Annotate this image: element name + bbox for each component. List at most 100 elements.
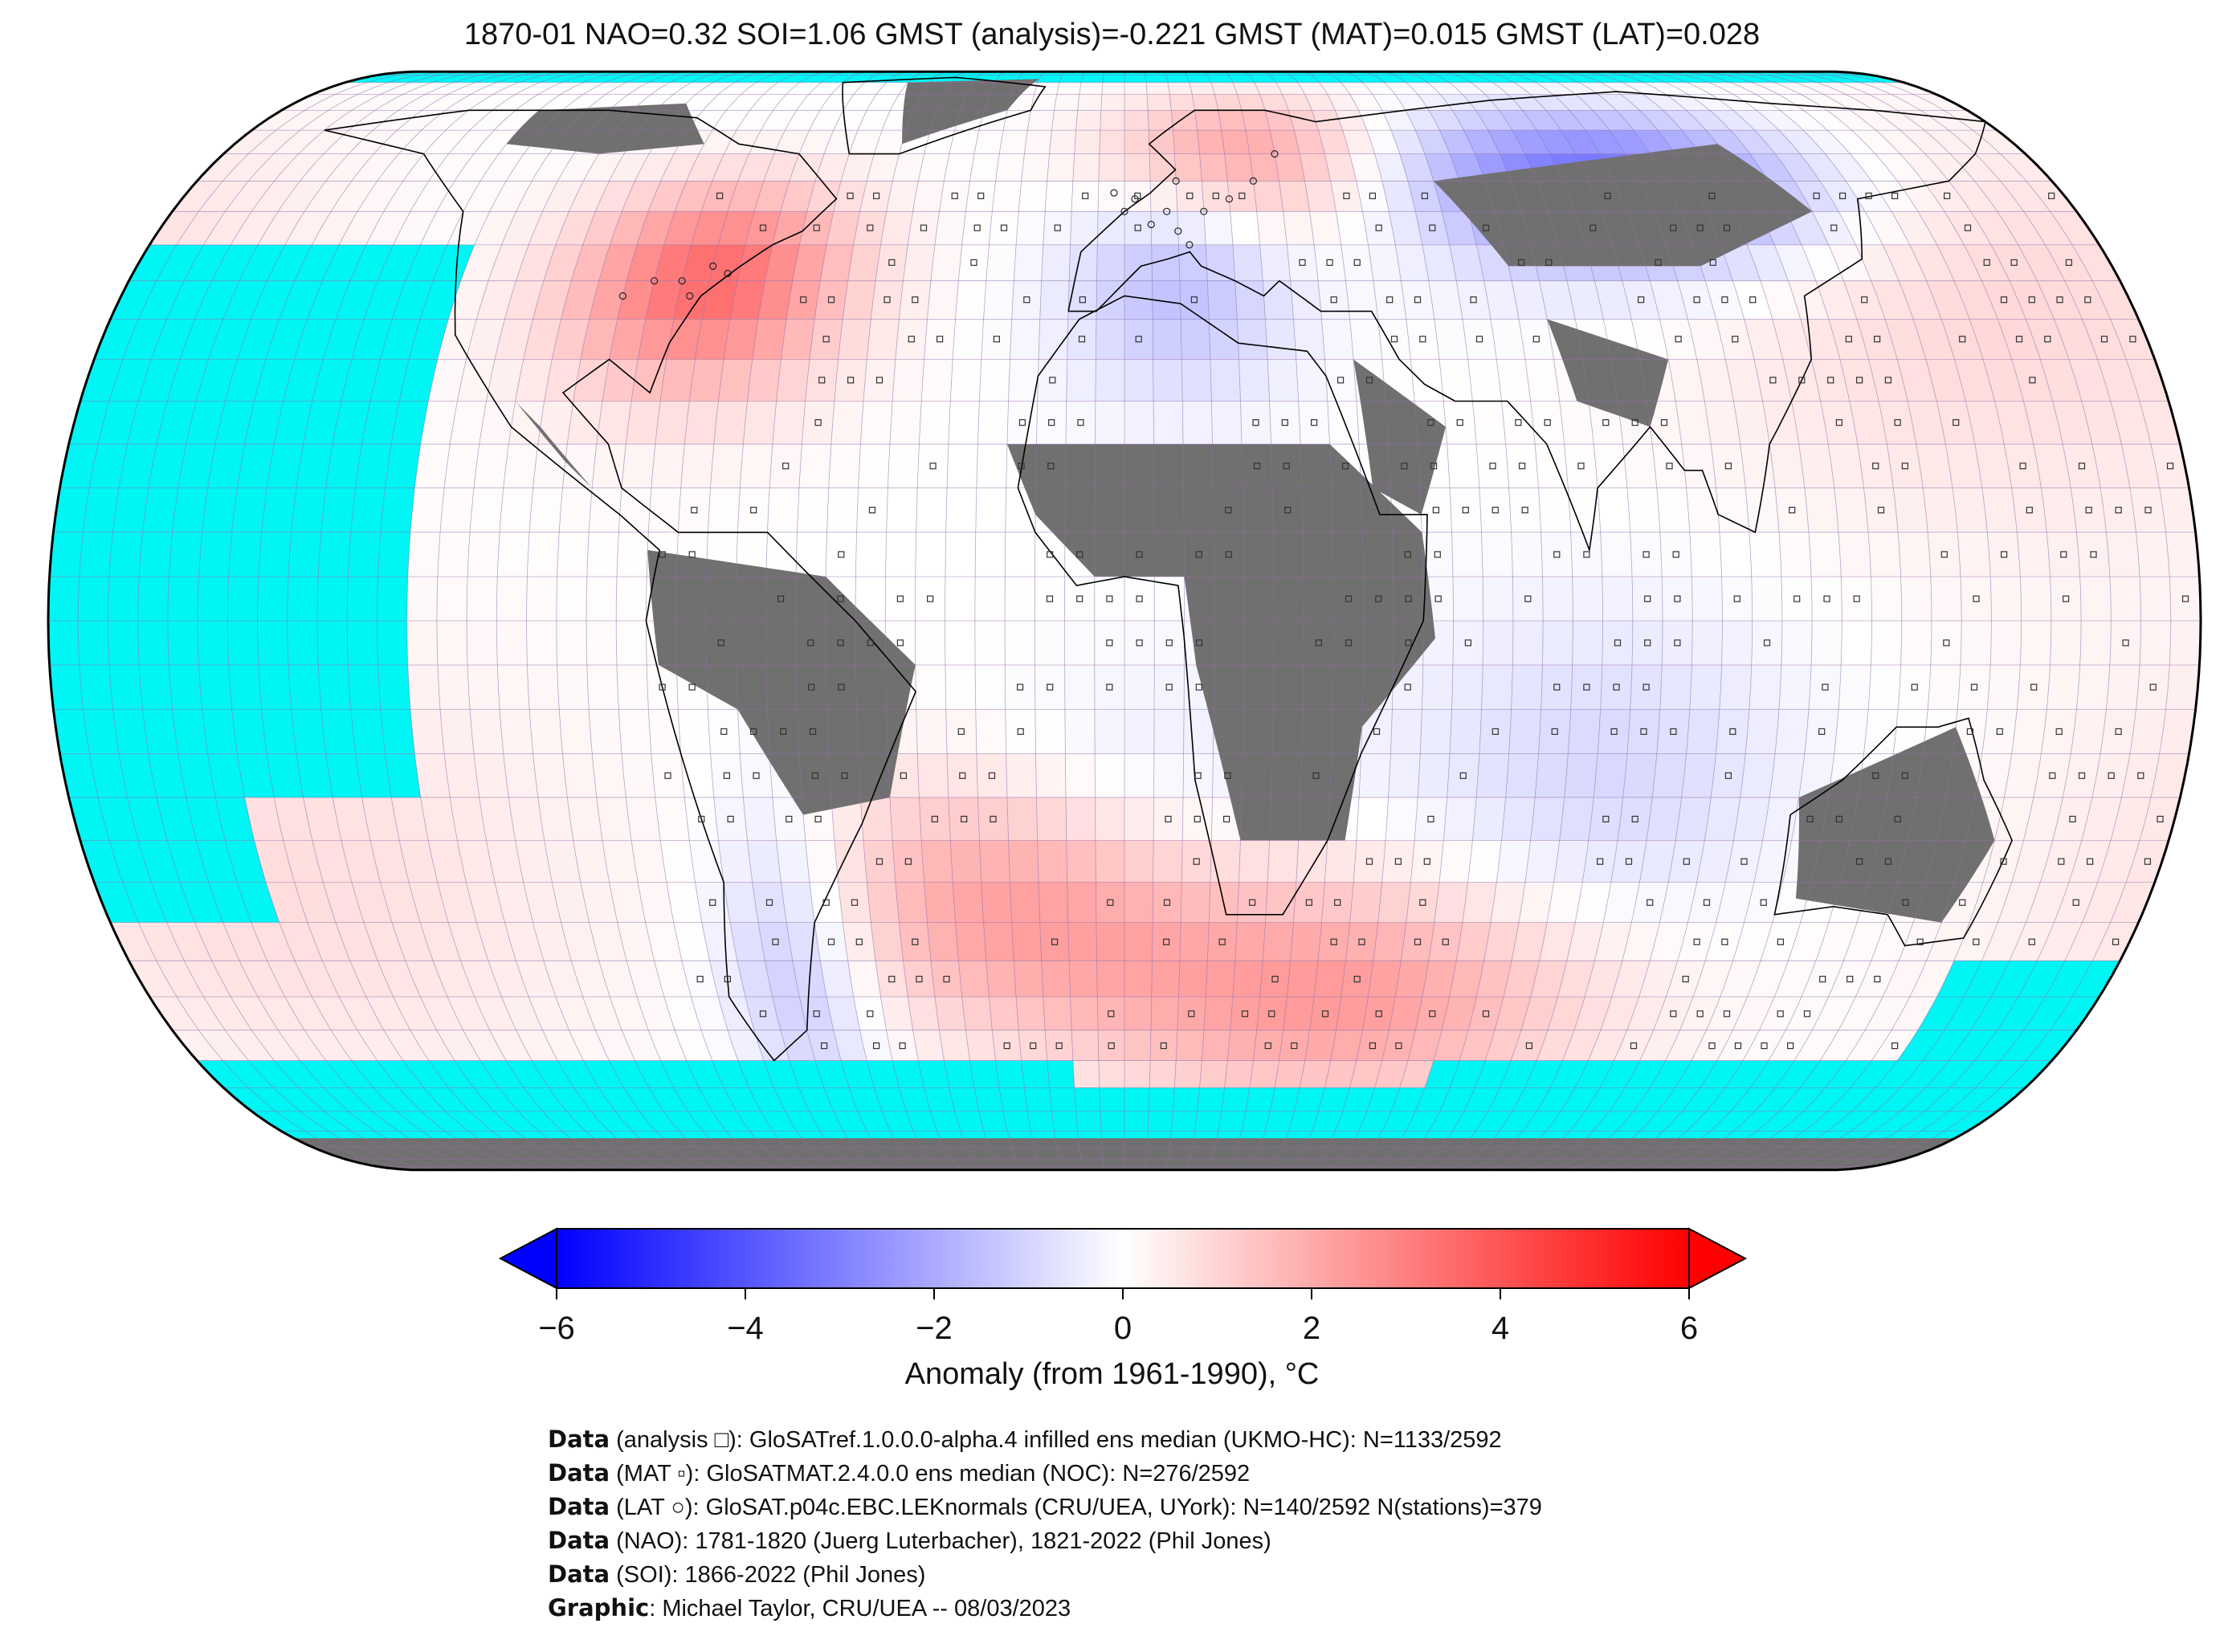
grid-cell — [1512, 130, 1550, 154]
grid-cell — [1725, 359, 1763, 402]
grid-cell — [1452, 577, 1483, 621]
grid-cell — [1512, 577, 1544, 621]
grid-cell — [1602, 577, 1633, 621]
grid-cell — [1798, 444, 1834, 488]
grid-cell — [503, 444, 538, 488]
grid-cell — [2009, 280, 2055, 320]
credit-bold: Data — [548, 1426, 610, 1453]
grid-cell — [1838, 997, 1883, 1030]
grid-cell — [492, 94, 539, 111]
grid-cell — [616, 577, 647, 621]
grid-cell — [616, 621, 647, 665]
grid-cell — [631, 840, 667, 883]
grid-cell — [1021, 153, 1050, 182]
grid-cell — [428, 359, 467, 402]
grid-cell — [945, 664, 976, 710]
grid-cell — [745, 211, 781, 245]
grid-cell — [445, 94, 493, 111]
obs-square-marker — [888, 975, 896, 983]
grid-cell — [1330, 181, 1363, 212]
grid-cell — [2011, 359, 2053, 402]
grid-cell — [655, 401, 690, 445]
grid-cell — [1883, 244, 1927, 281]
grid-cell — [712, 110, 750, 131]
grid-cell — [1600, 997, 1639, 1030]
grid-cell — [1359, 753, 1391, 797]
grid-cell — [589, 280, 627, 320]
grid-cell — [1024, 130, 1052, 154]
grid-cell — [1447, 444, 1479, 488]
grid-cell — [1036, 401, 1067, 445]
grid-cell — [1511, 1030, 1548, 1061]
obs-square-marker — [867, 639, 874, 647]
grid-cell — [2076, 664, 2110, 710]
grid-cell — [1253, 181, 1283, 212]
grid-cell — [557, 532, 590, 577]
grid-cell — [912, 1030, 945, 1061]
grid-cell — [436, 577, 468, 621]
grid-cell — [1909, 244, 1954, 281]
grid-cell — [303, 797, 341, 841]
grid-cell — [889, 401, 922, 445]
grid-cell — [1716, 319, 1754, 360]
obs-square-marker — [814, 418, 822, 426]
grid-cell — [537, 797, 573, 841]
grid-cell — [635, 153, 675, 182]
grid-cell — [1438, 840, 1473, 883]
grid-cell — [1476, 444, 1509, 488]
obs-square-marker — [904, 858, 912, 865]
grid-cell — [2037, 280, 2083, 320]
credit-text: (SOI): 1866-2022 (Phil Jones) — [610, 1562, 926, 1588]
grid-cell — [1045, 1030, 1073, 1061]
grid-cell — [1598, 487, 1630, 532]
grid-cell — [1211, 401, 1243, 445]
grid-cell — [1716, 1030, 1760, 1061]
grid-cell — [1034, 82, 1060, 95]
obs-square-marker — [717, 639, 724, 647]
grid-cell — [729, 922, 765, 961]
credit-bold: Graphic — [548, 1594, 650, 1621]
grid-cell — [1094, 664, 1124, 710]
grid-cell — [1124, 753, 1154, 797]
grid-cell — [1353, 840, 1386, 883]
grid-cell — [773, 94, 809, 111]
grid-cell — [689, 359, 724, 402]
grid-cell — [1925, 153, 1975, 182]
grid-cell — [1199, 153, 1228, 182]
grid-cell — [398, 130, 446, 154]
grid-cell — [557, 664, 590, 710]
obs-square-marker — [782, 463, 790, 470]
grid-cell — [622, 444, 655, 488]
grid-cell — [1203, 211, 1233, 245]
grid-cell — [223, 130, 276, 154]
grid-cell — [651, 82, 692, 95]
coastline — [842, 76, 1047, 155]
grid-cell — [609, 882, 646, 923]
grid-cell — [1218, 110, 1246, 131]
obs-square-marker — [807, 639, 814, 647]
grid-cell — [1721, 621, 1753, 665]
land-missing-polygon — [1795, 727, 1995, 923]
grid-cell — [1274, 153, 1305, 182]
grid-cell — [562, 94, 606, 111]
grid-cell — [1476, 753, 1509, 797]
grid-cell — [184, 961, 231, 997]
grid-cell — [1677, 922, 1716, 961]
grid-cell — [538, 82, 584, 95]
grid-cell — [1620, 94, 1663, 111]
grid-cell — [2004, 753, 2042, 797]
grid-cell — [1686, 487, 1720, 532]
grid-cell — [420, 797, 458, 841]
grid-cell — [1775, 709, 1809, 754]
grid-cell — [1449, 244, 1484, 281]
grid-cell — [977, 401, 1009, 445]
grid-cell — [1630, 664, 1663, 710]
colorbar-label: Anomaly (from 1961-1990), °C — [904, 1357, 1320, 1391]
grid-cell — [710, 444, 744, 488]
grid-cell — [1263, 922, 1294, 961]
grid-cell — [1124, 1060, 1151, 1088]
grid-cell — [1887, 444, 1924, 488]
grid-cell — [1124, 130, 1150, 154]
grid-cell — [1074, 130, 1100, 154]
